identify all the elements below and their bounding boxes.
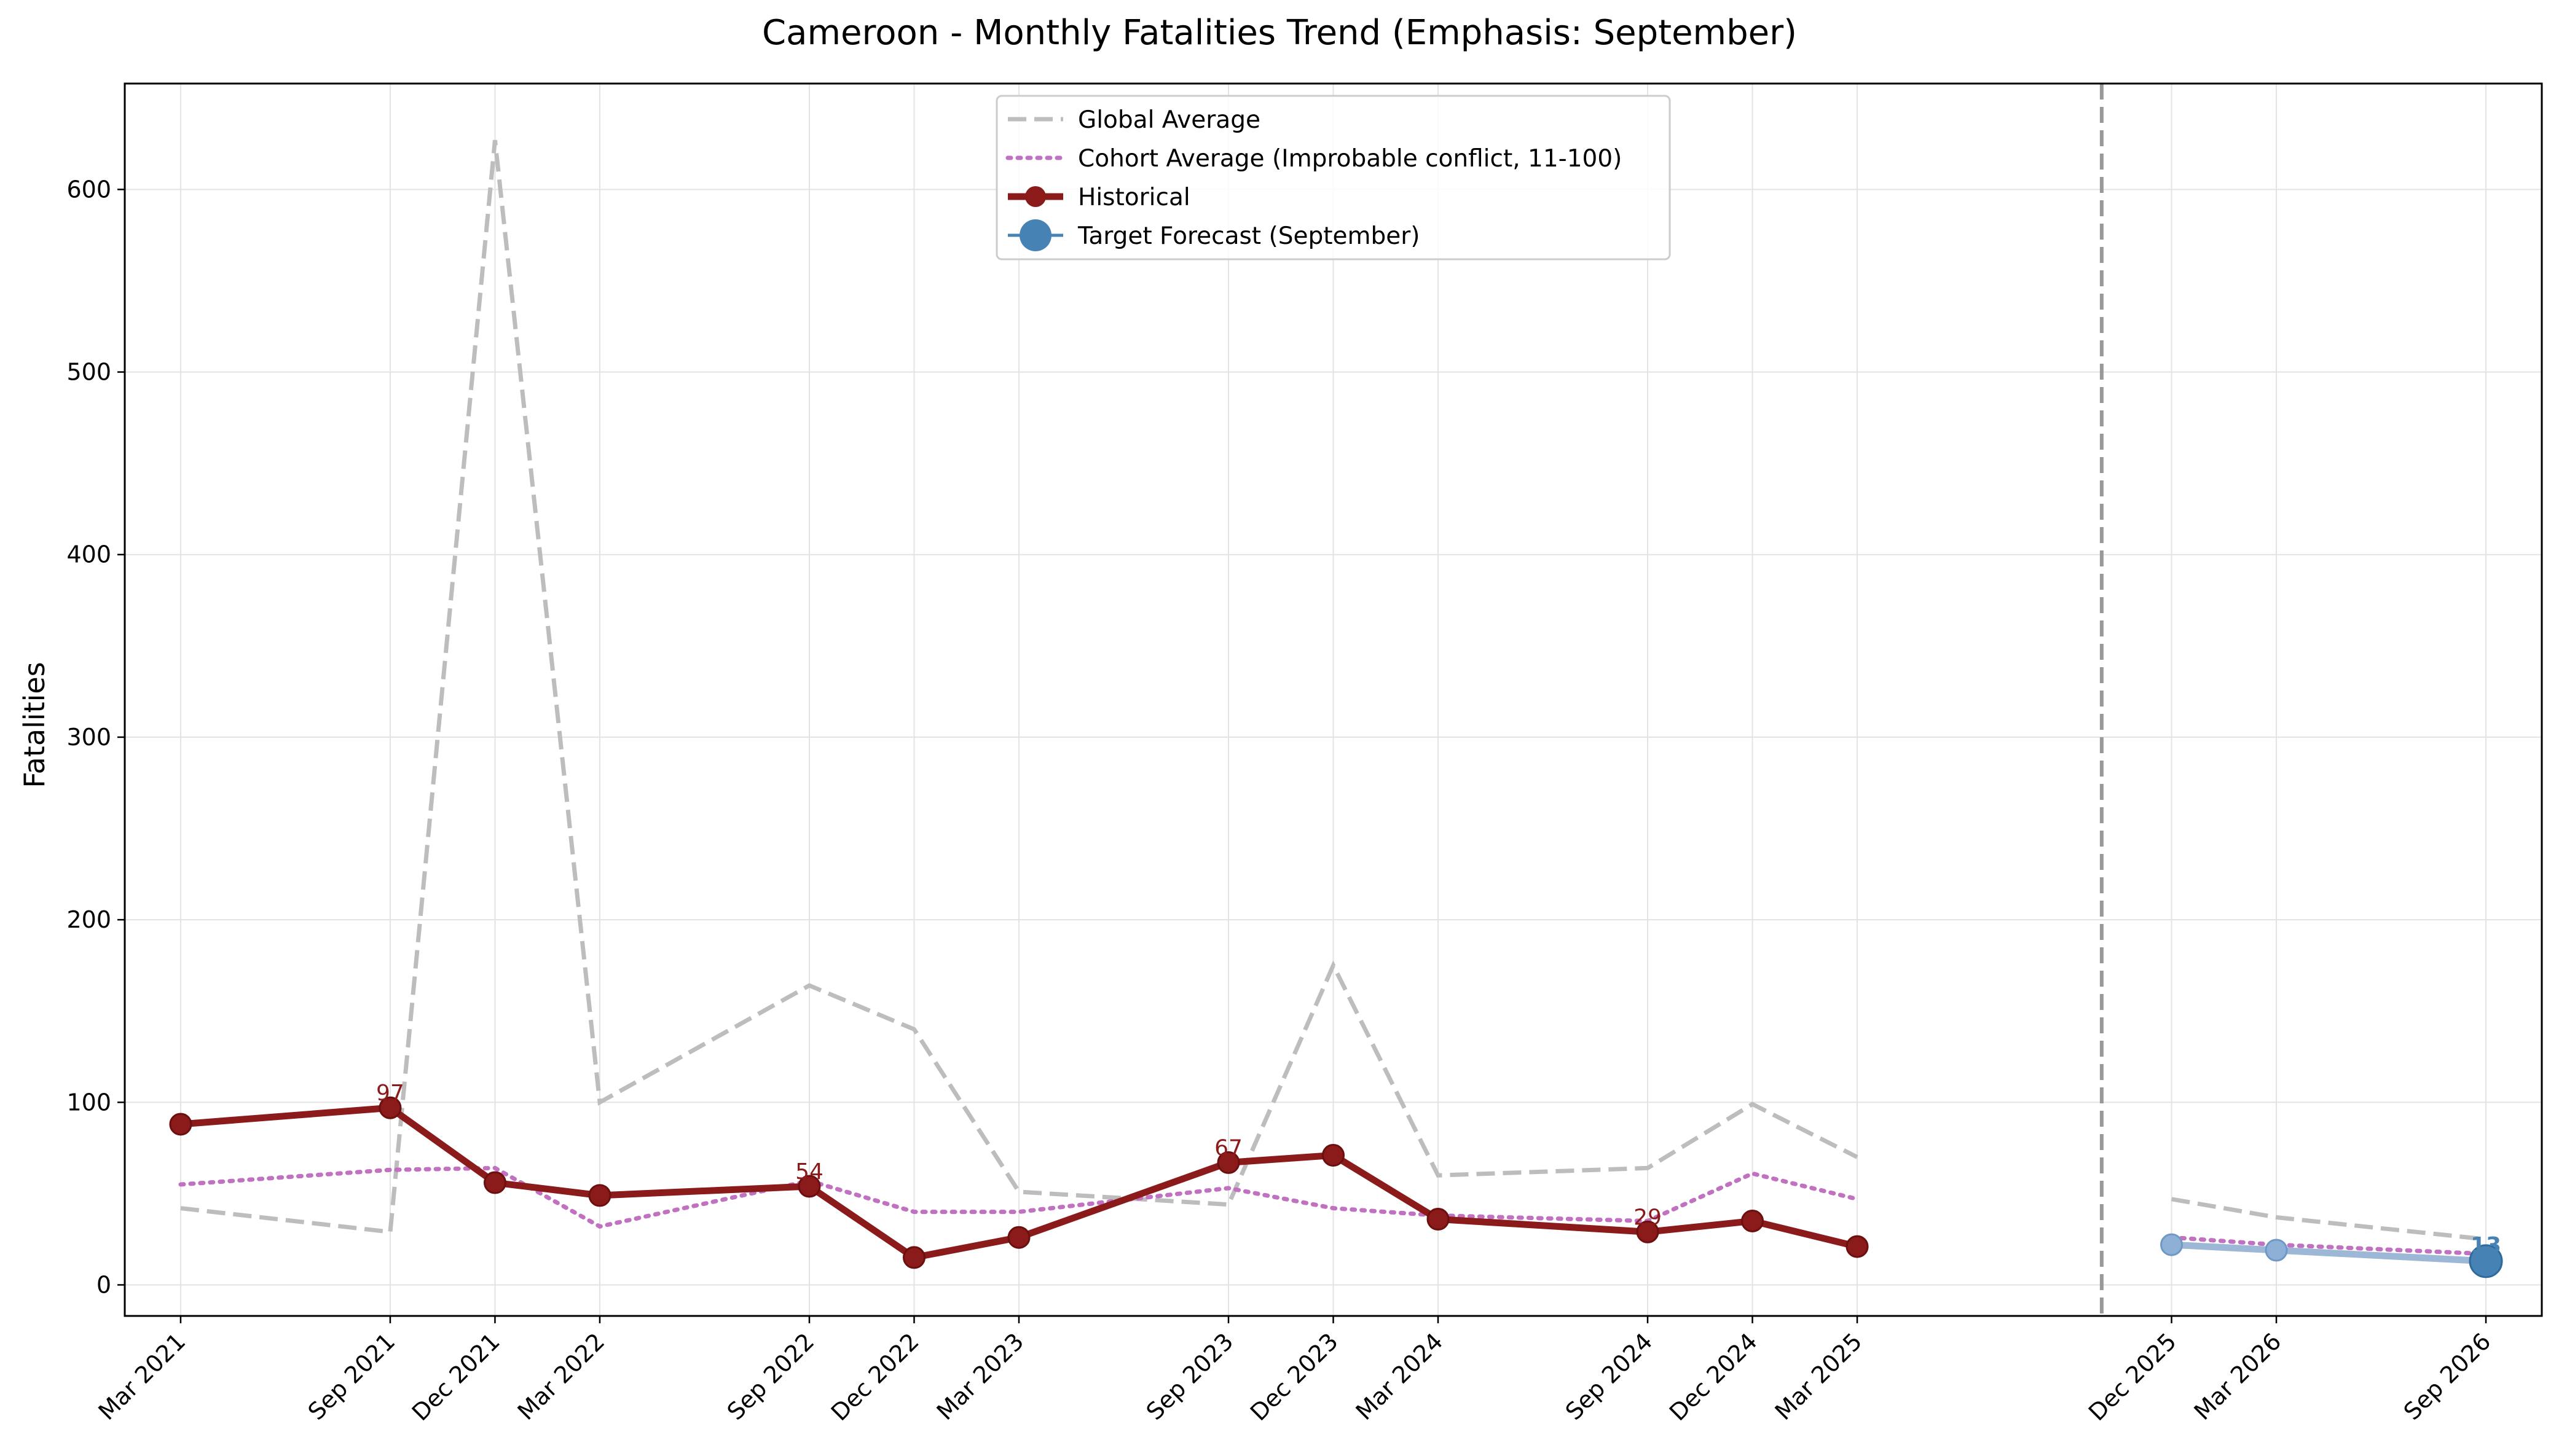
y-tick-label: 300 — [66, 724, 111, 751]
data-label: 67 — [1214, 1135, 1243, 1160]
y-tick-label: 500 — [66, 359, 111, 386]
data-label: 54 — [795, 1159, 824, 1184]
chart-title: Cameroon - Monthly Fatalities Trend (Emp… — [762, 13, 1797, 53]
historical-point — [1322, 1143, 1345, 1167]
y-tick-label: 200 — [66, 906, 111, 933]
legend-marker-historical — [1025, 186, 1046, 207]
data-label: 13 — [2471, 1233, 2501, 1258]
historical-point — [379, 1096, 402, 1119]
data-label: 29 — [1633, 1205, 1662, 1230]
historical-point — [588, 1184, 611, 1207]
y-tick-label: 400 — [66, 541, 111, 568]
legend-marker-forecast — [1020, 219, 1052, 251]
annotation-layer: 97 54 67 29 13 — [376, 1081, 2501, 1258]
historical-point — [798, 1175, 821, 1198]
forecast-point — [2160, 1233, 2184, 1256]
legend-label: Historical — [1078, 184, 1190, 211]
grid-layer — [125, 84, 2542, 1316]
global-average-forecast-line — [2171, 1197, 2486, 1242]
legend-label: Target Forecast (September) — [1077, 222, 1420, 250]
historical-point — [1636, 1220, 1659, 1243]
legend-label: Global Average — [1078, 106, 1260, 134]
data-label: 97 — [376, 1081, 404, 1106]
legend: Global Average Cohort Average (Improbable… — [996, 95, 1671, 260]
legend-label: Cohort Average (Improbable conflict, 11-… — [1078, 145, 1622, 173]
historical-point — [902, 1246, 926, 1269]
y-tick-label: 600 — [66, 176, 111, 203]
historical-point — [483, 1171, 506, 1194]
y-tick-label: 0 — [96, 1271, 111, 1298]
series-layer — [169, 84, 2503, 1316]
y-tick-label: 100 — [66, 1089, 111, 1116]
historical-point — [169, 1113, 192, 1136]
cohort-average-forecast-line — [2169, 1235, 2488, 1256]
historical-point — [1217, 1151, 1240, 1174]
historical-point — [1007, 1226, 1031, 1249]
forecast-point — [2469, 1244, 2503, 1278]
y-axis-label: Fatalities — [18, 662, 51, 788]
historical-point — [1426, 1207, 1450, 1231]
legend-box — [996, 95, 1671, 260]
historical-point — [1846, 1235, 1869, 1258]
historical-point — [1741, 1209, 1764, 1232]
global-average-line — [180, 139, 1858, 1235]
forecast-point — [2265, 1239, 2288, 1262]
